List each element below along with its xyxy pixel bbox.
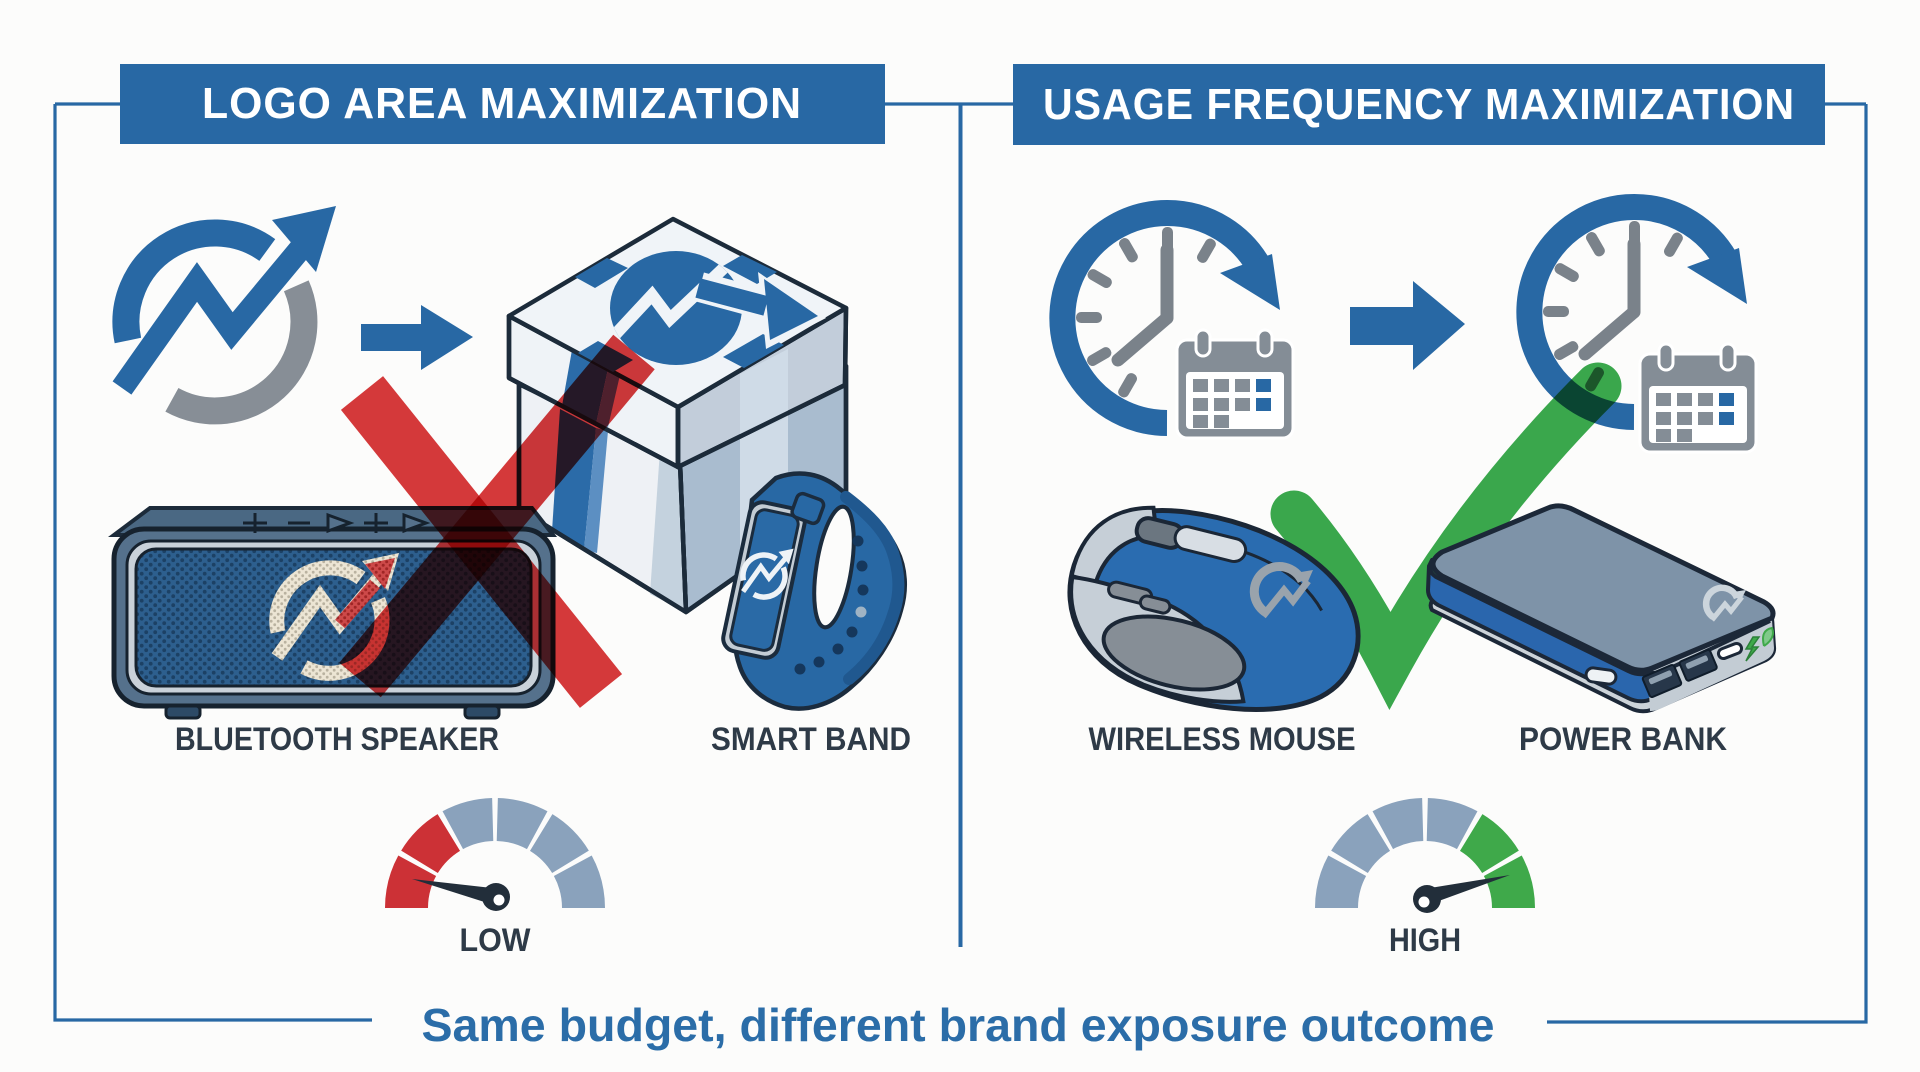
svg-text:POWER BANK: POWER BANK [1519, 721, 1727, 757]
svg-text:BLUETOOTH SPEAKER: BLUETOOTH SPEAKER [175, 721, 499, 757]
svg-text:Same budget, different brand e: Same budget, different brand exposure ou… [422, 999, 1495, 1051]
svg-text:WIRELESS MOUSE: WIRELESS MOUSE [1089, 721, 1356, 757]
svg-text:LOGO AREA MAXIMIZATION: LOGO AREA MAXIMIZATION [202, 80, 802, 128]
svg-text:USAGE FREQUENCY MAXIMIZATION: USAGE FREQUENCY MAXIMIZATION [1043, 81, 1795, 129]
svg-text:LOW: LOW [460, 922, 532, 958]
svg-text:HIGH: HIGH [1389, 922, 1461, 958]
svg-text:SMART BAND: SMART BAND [711, 721, 911, 757]
